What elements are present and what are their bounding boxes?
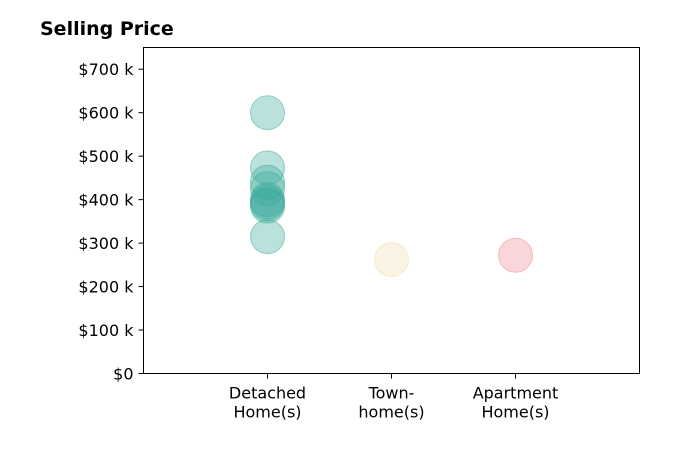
data-points (250, 95, 533, 278)
y-tick-label: $500 k (78, 147, 134, 166)
y-tick-label: $200 k (78, 278, 134, 297)
y-tick-label: $300 k (78, 234, 134, 253)
data-point (250, 95, 285, 131)
data-point (374, 242, 409, 278)
x-tick-label: Apartment (473, 384, 559, 403)
x-tick-label: Home(s) (233, 403, 301, 422)
x-tick-label: Detached (229, 384, 306, 403)
data-point (250, 219, 285, 255)
x-axis: DetachedHome(s)Town-home(s)ApartmentHome… (229, 373, 559, 422)
y-tick-label: $0 (113, 365, 133, 384)
data-point (250, 188, 285, 224)
x-tick-label: Town- (368, 384, 415, 403)
data-point (498, 237, 533, 273)
y-tick-label: $600 k (78, 104, 134, 123)
y-tick-label: $700 k (78, 60, 134, 79)
chart-title: Selling Price (40, 18, 174, 40)
y-axis: $0 $100 k $200 k $300 k $400 k $500 k $600 k $7… (78, 60, 144, 384)
x-tick-label: Home(s) (481, 403, 549, 422)
y-tick-label: $400 k (78, 191, 134, 210)
x-tick-label: home(s) (358, 403, 424, 422)
plot-frame (143, 47, 640, 374)
y-tick-label: $100 k (78, 321, 134, 340)
